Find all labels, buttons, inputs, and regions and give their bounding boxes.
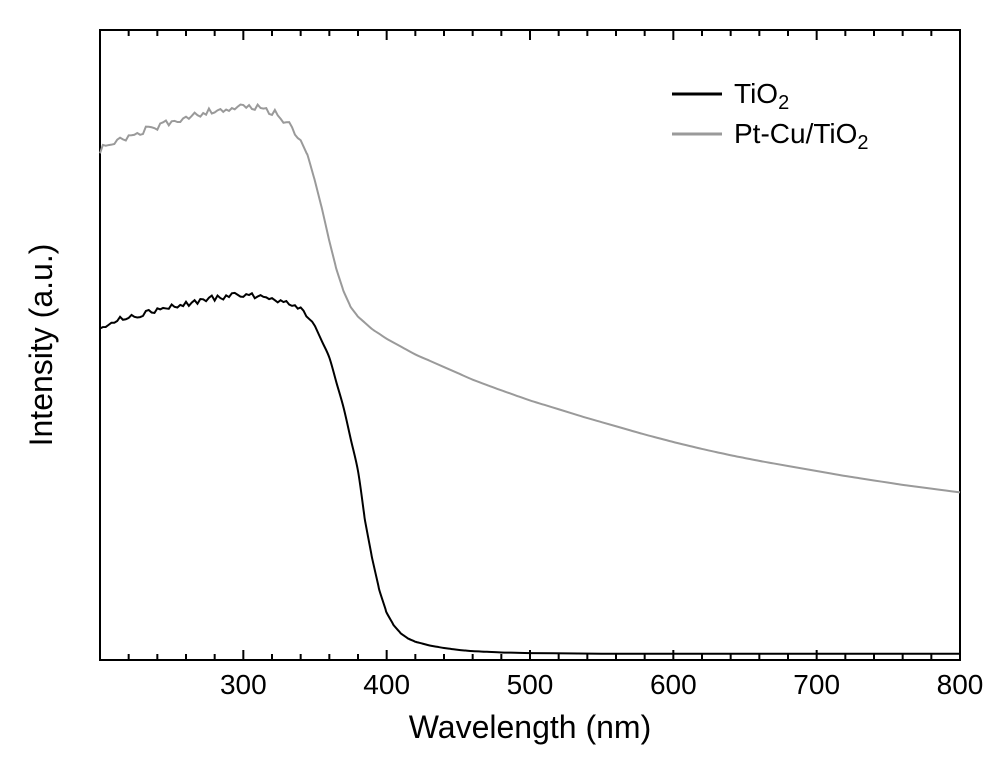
series-pt-cu-tio2 bbox=[100, 105, 960, 493]
x-tick-label: 300 bbox=[220, 669, 267, 700]
legend-label: TiO2 bbox=[734, 78, 789, 114]
x-tick-label: 800 bbox=[937, 669, 984, 700]
x-tick-label: 400 bbox=[363, 669, 410, 700]
legend: TiO2 Pt-Cu/TiO2 bbox=[672, 78, 869, 154]
x-tick-label: 500 bbox=[507, 669, 554, 700]
x-axis-label: Wavelength (nm) bbox=[409, 709, 651, 745]
spectrum-chart: 300 400 500 600 700 800 Wavelength (nm) Intensi… bbox=[0, 0, 1000, 771]
y-axis-label: Intensity (a.u.) bbox=[23, 244, 59, 447]
chart-container: 300 400 500 600 700 800 Wavelength (nm) Intensi… bbox=[0, 0, 1000, 771]
legend-label: Pt-Cu/TiO2 bbox=[734, 118, 869, 154]
x-tick-label: 700 bbox=[793, 669, 840, 700]
x-tick-label: 600 bbox=[650, 669, 697, 700]
